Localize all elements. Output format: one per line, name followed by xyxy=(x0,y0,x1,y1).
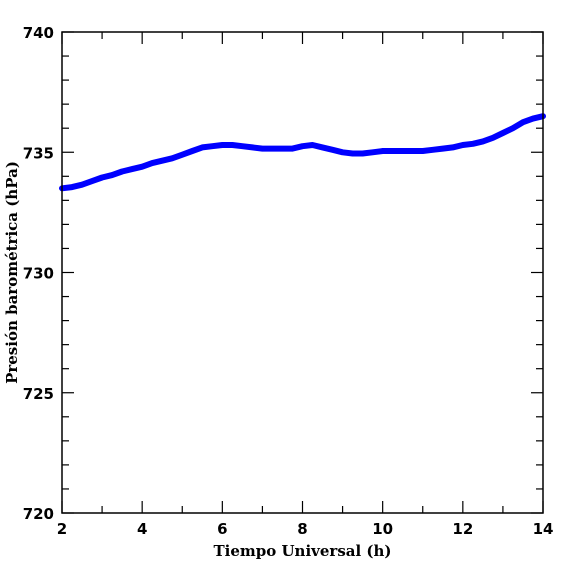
pressure-series-line xyxy=(59,113,546,192)
y-tick-labels: 720 725 730 735 740 xyxy=(23,24,54,523)
x-tick-label: 4 xyxy=(137,520,147,538)
y-tick-label: 730 xyxy=(23,265,54,283)
axis-ticks xyxy=(61,31,544,514)
x-tick-label: 6 xyxy=(217,520,227,538)
plot-frame xyxy=(61,31,544,514)
y-axis-label: Presión barométrica (hPa) xyxy=(3,161,21,384)
y-tick-label: 735 xyxy=(23,144,54,162)
y-tick-label: 725 xyxy=(23,385,54,403)
x-tick-labels: 2 4 6 8 10 12 14 xyxy=(57,520,554,538)
x-tick-label: 10 xyxy=(372,520,393,538)
x-tick-label: 8 xyxy=(297,520,307,538)
y-tick-label: 720 xyxy=(23,505,54,523)
x-tick-label: 2 xyxy=(57,520,67,538)
series-layer xyxy=(59,113,546,192)
x-axis-label: Tiempo Universal (h) xyxy=(213,542,391,560)
x-tick-label: 14 xyxy=(533,520,554,538)
y-tick-label: 740 xyxy=(23,24,54,42)
x-tick-label: 12 xyxy=(452,520,473,538)
